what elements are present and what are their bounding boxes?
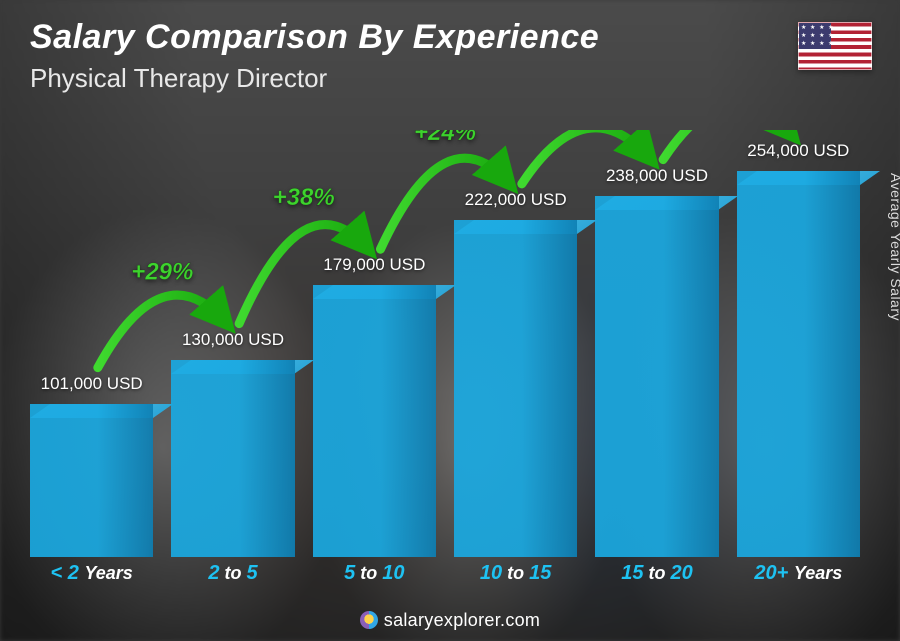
- value-label: 101,000 USD: [41, 374, 143, 394]
- bar-slot: 238,000 USD: [595, 166, 718, 557]
- site-url: salaryexplorer.com: [384, 610, 540, 630]
- bar-slot: 179,000 USD: [313, 255, 436, 557]
- bar: [454, 220, 577, 557]
- x-axis-label: 2 to 5: [171, 562, 294, 585]
- value-label: 222,000 USD: [465, 190, 567, 210]
- footer: salaryexplorer.com: [0, 610, 900, 631]
- bar: [30, 404, 153, 557]
- value-label: 130,000 USD: [182, 330, 284, 350]
- bar-slot: 222,000 USD: [454, 190, 577, 557]
- x-axis-label: 10 to 15: [454, 562, 577, 585]
- bar-slot: 254,000 USD: [737, 141, 860, 557]
- us-flag-icon: [798, 22, 872, 70]
- bar-slot: 101,000 USD: [30, 374, 153, 557]
- x-axis-label: 5 to 10: [313, 562, 436, 585]
- value-label: 254,000 USD: [747, 141, 849, 161]
- chart-subtitle: Physical Therapy Director: [30, 63, 870, 94]
- bar-slot: 130,000 USD: [171, 330, 294, 557]
- y-axis-label: Average Yearly Salary: [888, 173, 900, 321]
- bar: [737, 171, 860, 557]
- value-label: 179,000 USD: [323, 255, 425, 275]
- x-axis-label: 20+ Years: [737, 562, 860, 585]
- x-axis-label: < 2 Years: [30, 562, 153, 585]
- bar: [171, 360, 294, 557]
- bar: [595, 196, 718, 557]
- header: Salary Comparison By Experience Physical…: [30, 18, 870, 94]
- site-logo-icon: [360, 611, 378, 629]
- value-label: 238,000 USD: [606, 166, 708, 186]
- chart-title: Salary Comparison By Experience: [30, 18, 870, 57]
- bar: [313, 285, 436, 557]
- bar-chart: 101,000 USD 130,000 USD 179,000 USD 222,000…: [30, 130, 860, 585]
- x-axis-label: 15 to 20: [595, 562, 718, 585]
